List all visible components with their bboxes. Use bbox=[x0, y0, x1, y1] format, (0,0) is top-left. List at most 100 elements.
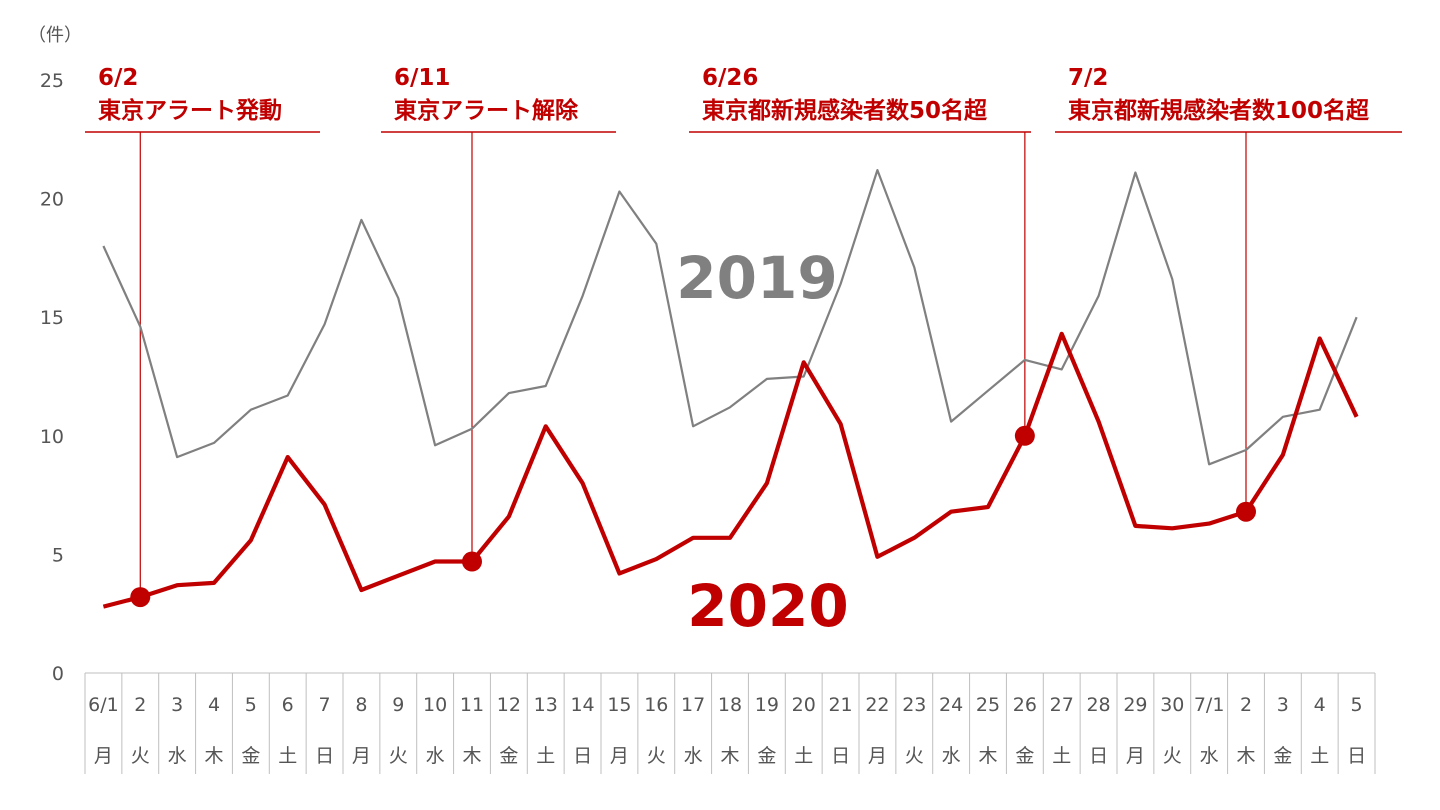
x-weekday-label: 木 bbox=[720, 745, 739, 767]
x-tick-label: 17 bbox=[681, 694, 705, 716]
x-weekday-label: 火 bbox=[131, 745, 150, 767]
annotation-text: 東京都新規感染者数50名超 bbox=[702, 97, 988, 124]
series-line-2019 bbox=[102, 169, 1358, 466]
annotation-marker bbox=[130, 587, 151, 608]
x-weekday-label: 金 bbox=[241, 745, 260, 767]
x-axis-table: 6/1 月 2 火 3 水 4 木 5 金 6 土 7 日 8 月 9 火 10 水 11 木 12 金 13 土 14 日 15 月 16… bbox=[84, 672, 1376, 774]
x-weekday-label: 土 bbox=[278, 745, 297, 767]
y-tick-label: 5 bbox=[52, 544, 64, 566]
x-weekday-label: 土 bbox=[1310, 745, 1329, 767]
x-tick-label: 7/1 bbox=[1194, 694, 1225, 716]
x-weekday-label: 金 bbox=[757, 745, 776, 767]
x-weekday-label: 月 bbox=[868, 745, 887, 767]
x-weekday-label: 日 bbox=[831, 745, 850, 767]
annotation-marker bbox=[462, 551, 482, 572]
y-tick-label: 25 bbox=[40, 70, 64, 92]
x-weekday-label: 水 bbox=[684, 745, 703, 767]
y-tick-label: 20 bbox=[40, 189, 64, 211]
x-tick-label: 22 bbox=[865, 694, 889, 716]
x-weekday-label: 月 bbox=[352, 745, 371, 767]
x-tick-label: 10 bbox=[423, 694, 447, 716]
x-weekday-label: 日 bbox=[1347, 745, 1366, 767]
x-tick-label: 27 bbox=[1050, 694, 1074, 716]
annotation-date: 6/2 bbox=[98, 65, 138, 91]
x-weekday-label: 木 bbox=[978, 745, 997, 767]
annotation-marker bbox=[1014, 425, 1035, 446]
x-tick-label: 14 bbox=[570, 694, 594, 716]
x-weekday-label: 木 bbox=[1236, 745, 1255, 767]
x-weekday-label: 月 bbox=[94, 745, 113, 767]
y-axis: 0 5 10 15 20 25 bbox=[40, 70, 64, 685]
x-weekday-label: 火 bbox=[389, 745, 408, 767]
x-tick-label: 5 bbox=[245, 694, 257, 716]
x-tick-label: 7 bbox=[319, 694, 331, 716]
x-weekday-label: 金 bbox=[1015, 745, 1034, 767]
x-tick-label: 4 bbox=[1314, 694, 1326, 716]
x-weekday-label: 水 bbox=[426, 745, 445, 767]
x-tick-label: 2 bbox=[1240, 694, 1252, 716]
x-weekday-label: 金 bbox=[499, 745, 518, 767]
series-label-2020: 2020 bbox=[687, 572, 848, 640]
x-weekday-label: 金 bbox=[1273, 745, 1292, 767]
x-tick-label: 3 bbox=[1277, 694, 1289, 716]
x-tick-label: 2 bbox=[134, 694, 146, 716]
x-weekday-label: 土 bbox=[536, 745, 555, 767]
x-tick-label: 26 bbox=[1013, 694, 1037, 716]
y-tick-label: 15 bbox=[40, 307, 64, 329]
annotation-text: 東京アラート発動 bbox=[98, 97, 282, 124]
x-tick-label: 23 bbox=[902, 694, 926, 716]
x-tick-label: 3 bbox=[171, 694, 183, 716]
x-tick-label: 25 bbox=[976, 694, 1000, 716]
x-tick-label: 13 bbox=[534, 694, 558, 716]
annotation-date: 7/2 bbox=[1068, 65, 1108, 91]
x-weekday-label: 月 bbox=[610, 745, 629, 767]
series-lines bbox=[102, 169, 1359, 609]
x-tick-label: 8 bbox=[355, 694, 367, 716]
y-tick-label: 10 bbox=[40, 426, 64, 448]
x-weekday-label: 水 bbox=[1200, 745, 1219, 767]
x-weekday-label: 火 bbox=[1163, 745, 1182, 767]
annotation-markers bbox=[130, 425, 1256, 608]
x-weekday-label: 日 bbox=[315, 745, 334, 767]
x-tick-label: 6/1 bbox=[88, 694, 119, 716]
annotation-text: 東京都新規感染者数100名超 bbox=[1068, 97, 1370, 124]
annotation-date: 6/11 bbox=[394, 65, 450, 91]
x-tick-label: 6 bbox=[282, 694, 294, 716]
x-weekday-label: 日 bbox=[573, 745, 592, 767]
x-tick-label: 5 bbox=[1351, 694, 1363, 716]
x-weekday-label: 火 bbox=[647, 745, 666, 767]
annotation-date: 6/26 bbox=[702, 65, 758, 91]
x-tick-label: 11 bbox=[460, 694, 484, 716]
x-tick-label: 24 bbox=[939, 694, 963, 716]
x-weekday-label: 水 bbox=[168, 745, 187, 767]
series-labels: 2019 2020 bbox=[676, 244, 848, 640]
y-axis-unit: （件） bbox=[28, 25, 82, 46]
series-label-2019: 2019 bbox=[676, 244, 837, 312]
x-weekday-label: 土 bbox=[1052, 745, 1071, 767]
x-tick-label: 19 bbox=[755, 694, 779, 716]
x-tick-label: 4 bbox=[208, 694, 220, 716]
x-weekday-label: 木 bbox=[204, 745, 223, 767]
annotation-text: 東京アラート解除 bbox=[394, 97, 579, 124]
x-weekday-label: 水 bbox=[942, 745, 961, 767]
x-tick-label: 18 bbox=[718, 694, 742, 716]
x-weekday-label: 日 bbox=[1089, 745, 1108, 767]
x-weekday-label: 火 bbox=[905, 745, 924, 767]
x-weekday-label: 土 bbox=[794, 745, 813, 767]
x-tick-label: 16 bbox=[644, 694, 668, 716]
annotations: 6/2 東京アラート発動 6/11 東京アラート解除 6/26 東京都新規感染者数50名超… bbox=[85, 65, 1402, 598]
x-tick-label: 15 bbox=[607, 694, 631, 716]
series-line-2020 bbox=[102, 331, 1359, 609]
x-tick-label: 9 bbox=[392, 694, 404, 716]
x-tick-label: 29 bbox=[1123, 694, 1147, 716]
x-tick-label: 21 bbox=[828, 694, 852, 716]
x-tick-label: 30 bbox=[1160, 694, 1184, 716]
annotation-marker bbox=[1236, 501, 1256, 522]
x-weekday-label: 月 bbox=[1126, 745, 1145, 767]
x-tick-label: 12 bbox=[497, 694, 521, 716]
x-tick-label: 20 bbox=[792, 694, 816, 716]
x-tick-label: 28 bbox=[1086, 694, 1110, 716]
x-weekday-label: 木 bbox=[462, 745, 481, 767]
y-tick-label: 0 bbox=[52, 663, 64, 685]
